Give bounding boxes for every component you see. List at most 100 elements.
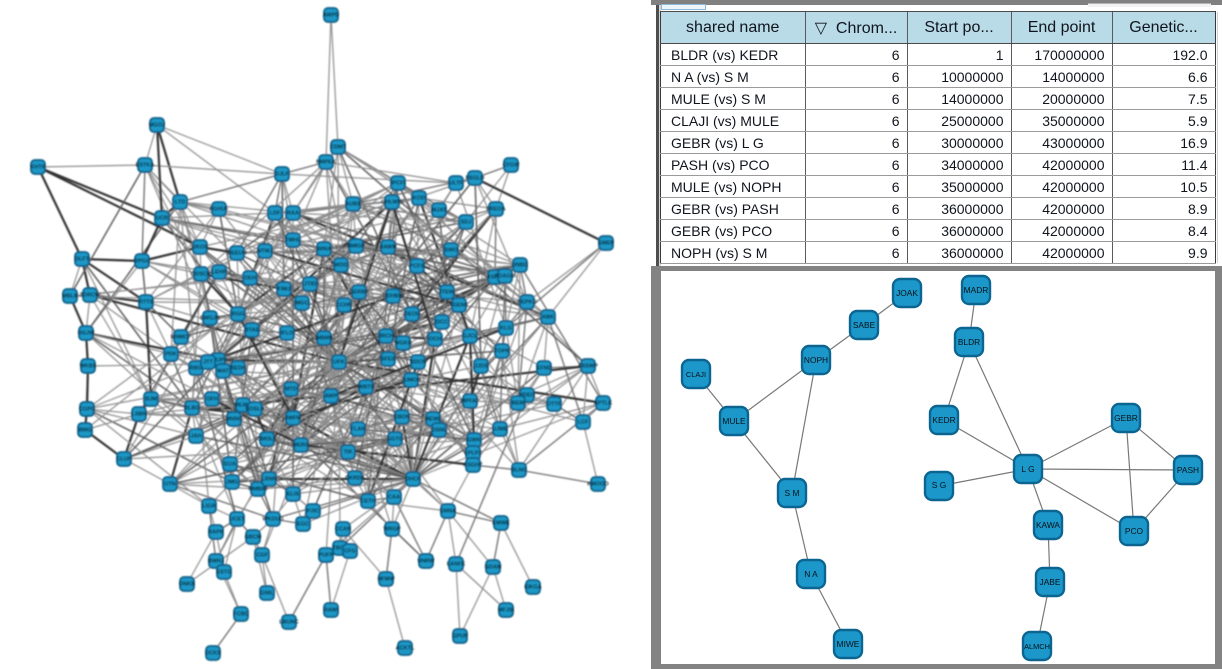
svg-text:MJAT: MJAT xyxy=(432,208,447,214)
svg-text:KMOOO: KMOOO xyxy=(587,482,609,488)
svg-text:RTTS: RTTS xyxy=(139,300,154,306)
svg-text:BTAE: BTAE xyxy=(245,328,260,334)
svg-text:EIKGA: EIKGA xyxy=(524,585,541,591)
svg-text:ELIS: ELIS xyxy=(287,492,300,498)
svg-text:UILWO: UILWO xyxy=(234,403,253,409)
svg-text:GJCL: GJCL xyxy=(463,334,478,340)
svg-text:NTWJ: NTWJ xyxy=(257,249,273,255)
svg-text:CCAN: CCAN xyxy=(335,527,351,533)
svg-text:ESTG: ESTG xyxy=(217,570,232,576)
svg-text:MFJSI: MFJSI xyxy=(498,608,515,614)
svg-text:RGG: RGG xyxy=(232,312,245,318)
svg-text:KAWA: KAWA xyxy=(1036,520,1060,530)
svg-text:GBCM: GBCM xyxy=(245,535,262,541)
svg-text:PASH: PASH xyxy=(1177,465,1199,475)
svg-text:OCH: OCH xyxy=(429,337,441,343)
svg-text:OFH: OFH xyxy=(206,397,218,403)
svg-text:DPGU: DPGU xyxy=(134,259,150,265)
svg-text:FCBC: FCBC xyxy=(233,612,248,618)
svg-text:MTD: MTD xyxy=(285,387,297,393)
svg-text:KSGHT: KSGHT xyxy=(463,463,483,469)
svg-text:LEHP: LEHP xyxy=(212,270,227,276)
svg-text:WKDUD: WKDUD xyxy=(262,517,283,523)
svg-text:UAWM: UAWM xyxy=(379,245,397,251)
svg-text:UMJPJ: UMJPJ xyxy=(209,358,227,364)
svg-text:MMBIM: MMBIM xyxy=(248,487,268,493)
svg-text:RAA: RAA xyxy=(287,211,299,217)
svg-text:AWPD: AWPD xyxy=(323,13,340,19)
svg-text:ODSCK: ODSCK xyxy=(191,272,211,278)
svg-text:SWO: SWO xyxy=(444,248,458,254)
svg-text:OTTF: OTTF xyxy=(547,402,562,408)
svg-text:EBON: EBON xyxy=(394,415,410,421)
svg-text:BLDR: BLDR xyxy=(958,337,980,347)
svg-text:LDF: LDF xyxy=(270,211,281,217)
svg-text:IFLO: IFLO xyxy=(281,331,294,337)
svg-text:DLFT: DLFT xyxy=(75,257,90,263)
svg-text:NMIGP: NMIGP xyxy=(347,244,365,250)
svg-text:TOPK: TOPK xyxy=(494,349,509,355)
svg-text:BJM: BJM xyxy=(145,397,157,403)
svg-text:SABE: SABE xyxy=(853,320,876,330)
svg-text:JMG: JMG xyxy=(226,480,238,486)
svg-text:GGTG: GGTG xyxy=(387,437,403,443)
svg-text:WRGP: WRGP xyxy=(383,527,400,533)
svg-text:MIWE: MIWE xyxy=(837,639,860,649)
svg-text:NMPEK: NMPEK xyxy=(316,160,336,166)
svg-text:WBTS: WBTS xyxy=(358,385,375,391)
svg-text:MAT: MAT xyxy=(217,369,229,375)
svg-text:TGENK: TGENK xyxy=(449,303,468,309)
svg-text:LRNN: LRNN xyxy=(261,477,276,483)
svg-text:DHCF: DHCF xyxy=(405,477,421,483)
svg-text:GEBR: GEBR xyxy=(1114,413,1138,423)
svg-text:CKRDA: CKRDA xyxy=(345,476,365,482)
svg-text:RAPK: RAPK xyxy=(208,530,224,536)
svg-text:OEH: OEH xyxy=(244,276,256,282)
svg-text:EOSLH: EOSLH xyxy=(246,407,265,413)
svg-text:AUBS: AUBS xyxy=(345,202,361,208)
svg-text:LPLPJ: LPLPJ xyxy=(464,451,481,457)
svg-text:WINA: WINA xyxy=(317,247,332,253)
svg-text:CAA: CAA xyxy=(388,495,400,501)
svg-text:DDHBM: DDHBM xyxy=(383,294,404,300)
svg-text:BMG: BMG xyxy=(79,428,92,434)
svg-text:MERG: MERG xyxy=(293,443,310,449)
svg-text:JWFM: JWFM xyxy=(285,416,302,422)
svg-text:PCO: PCO xyxy=(1125,526,1144,536)
svg-text:WKBS: WKBS xyxy=(80,364,97,370)
svg-text:JRCH: JRCH xyxy=(379,334,394,340)
svg-text:JUMOH: JUMOH xyxy=(401,378,421,384)
svg-text:MULE: MULE xyxy=(722,416,746,426)
svg-text:CDMT: CDMT xyxy=(330,145,347,151)
svg-text:EGC: EGC xyxy=(297,522,309,528)
svg-text:MPFAT: MPFAT xyxy=(461,399,480,405)
svg-text:RBG: RBG xyxy=(190,366,202,372)
svg-text:PCFS: PCFS xyxy=(410,264,425,270)
svg-text:CLAJI: CLAJI xyxy=(686,370,706,379)
svg-text:UNBG: UNBG xyxy=(512,263,528,269)
svg-text:ITEW: ITEW xyxy=(440,290,455,296)
svg-text:BLNO: BLNO xyxy=(511,468,527,474)
svg-text:LANFE: LANFE xyxy=(447,562,466,568)
svg-text:EFND: EFND xyxy=(537,366,552,372)
svg-text:GWK: GWK xyxy=(467,438,480,444)
svg-text:OMOLK: OMOLK xyxy=(257,437,277,443)
svg-text:WBMM: WBMM xyxy=(315,336,334,342)
svg-text:FMHL: FMHL xyxy=(285,238,301,244)
svg-text:BEDH: BEDH xyxy=(230,366,246,372)
svg-text:KSFM: KSFM xyxy=(487,275,503,281)
svg-text:JTID: JTID xyxy=(304,282,316,288)
svg-text:LTD: LTD xyxy=(175,200,185,206)
svg-text:UJME: UJME xyxy=(492,427,508,433)
svg-text:FGHUF: FGHUF xyxy=(210,207,230,213)
svg-text:CGF: CGF xyxy=(256,553,268,559)
svg-text:HDEO: HDEO xyxy=(519,393,536,399)
svg-text:PDK: PDK xyxy=(165,352,177,358)
svg-text:KOD: KOD xyxy=(413,196,425,202)
svg-text:PJIC: PJIC xyxy=(307,509,319,515)
svg-text:LBUNC: LBUNC xyxy=(279,620,298,626)
svg-text:GHLWW: GHLWW xyxy=(381,200,403,206)
svg-text:HFMW: HFMW xyxy=(377,577,395,583)
svg-text:JABE: JABE xyxy=(1040,577,1061,587)
svg-text:JTT: JTT xyxy=(203,360,213,366)
